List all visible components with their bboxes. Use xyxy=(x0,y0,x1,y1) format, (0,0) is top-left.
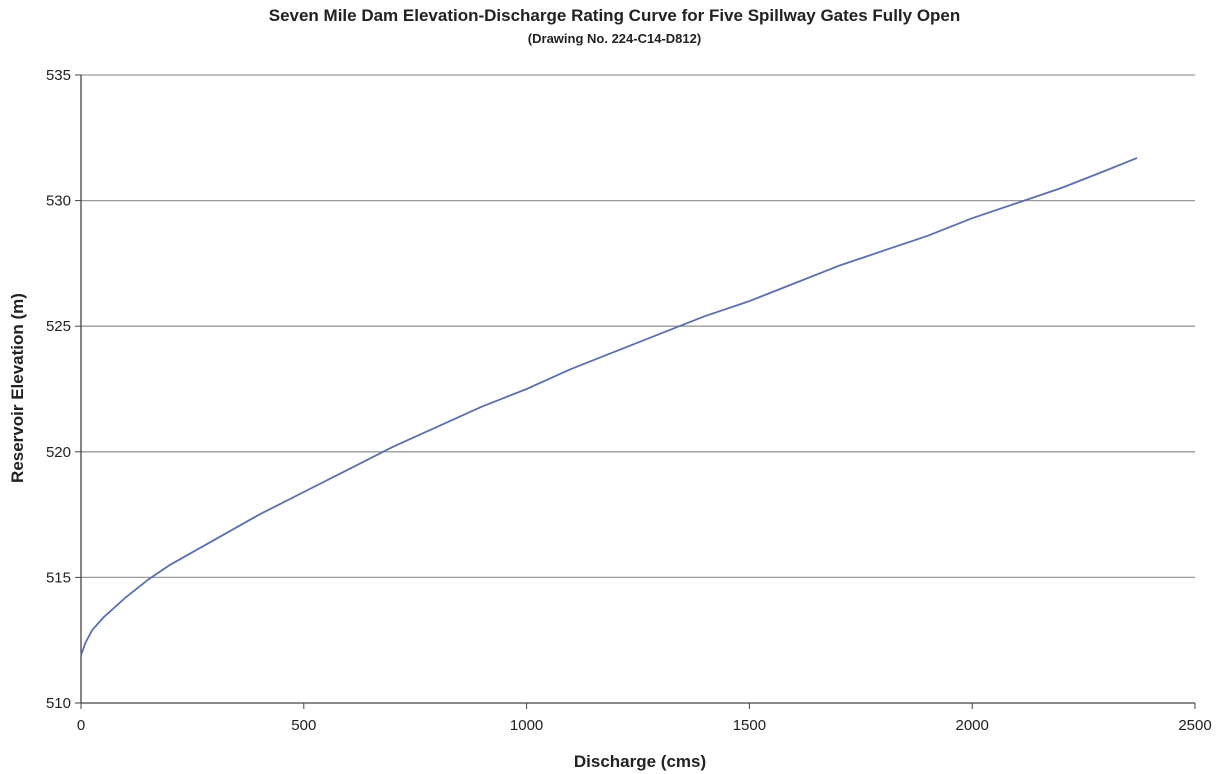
grid-lines xyxy=(81,74,1195,579)
y-tick-label: 510 xyxy=(46,695,71,712)
chart-title: Seven Mile Dam Elevation-Discharge Ratin… xyxy=(268,6,961,25)
y-axis-title: Reservoir Elevation (m) xyxy=(8,293,27,483)
tick-labels: 510 515 520 525 530 535 0 500 1000 1500 2000 2500 xyxy=(46,67,1212,734)
y-tick-label: 525 xyxy=(46,318,71,335)
x-tick-label: 2000 xyxy=(956,717,989,734)
x-tick-label: 2500 xyxy=(1178,717,1211,734)
y-tick-label: 535 xyxy=(46,67,71,84)
axes xyxy=(75,74,1196,709)
x-axis-title: Discharge (cms) xyxy=(574,752,706,771)
y-tick-label: 515 xyxy=(46,569,71,586)
chart-subtitle: (Drawing No. 224-C14-D812) xyxy=(527,31,702,46)
x-tick-label: 1000 xyxy=(510,717,543,734)
y-tick-label: 530 xyxy=(46,193,71,210)
x-tick-label: 1500 xyxy=(733,717,766,734)
x-tick-label: 0 xyxy=(77,717,85,734)
x-tick-label: 500 xyxy=(291,717,316,734)
series-line xyxy=(80,157,1138,656)
y-tick-label: 520 xyxy=(46,444,71,461)
series-layer xyxy=(80,157,1138,656)
